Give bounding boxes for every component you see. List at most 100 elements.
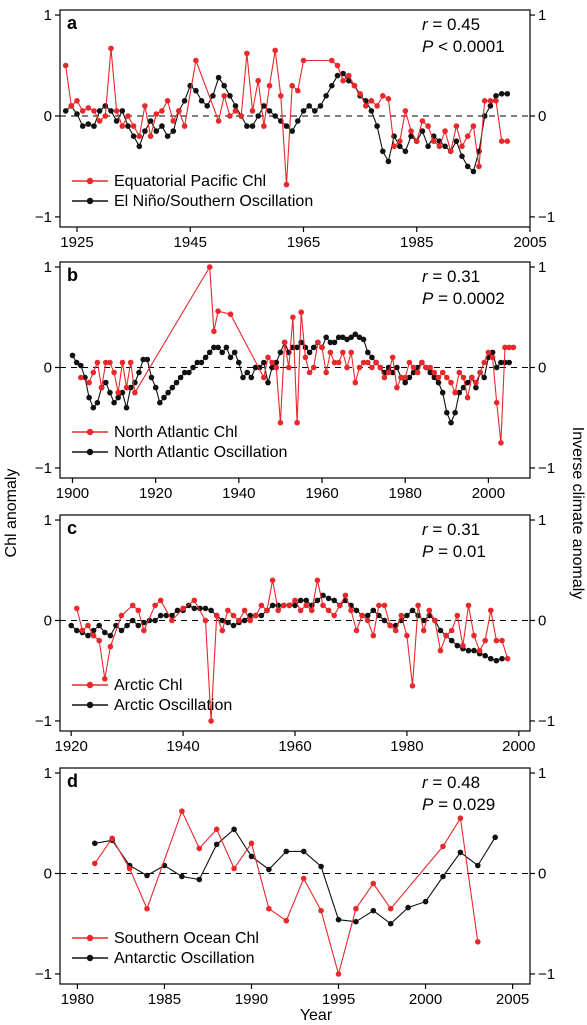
climate-data-point <box>464 379 471 386</box>
chl-data-point <box>431 369 438 376</box>
climate-data-point <box>96 622 102 629</box>
climate-data-point <box>62 108 69 114</box>
climate-data-point <box>283 848 290 855</box>
chl-data-point <box>132 389 138 396</box>
stat-p-symbol: P <box>422 289 434 308</box>
chl-data-point <box>225 607 231 614</box>
climate-data-point <box>90 404 97 411</box>
chl-data-point <box>380 93 386 99</box>
chl-data-point <box>359 612 365 619</box>
stat-r: r = 0.48 <box>422 773 480 792</box>
chl-data-point <box>300 57 307 64</box>
chl-data-point <box>504 655 511 662</box>
chl-data-point <box>409 683 416 689</box>
chl-data-point <box>202 617 209 624</box>
chl-data-point <box>346 72 352 79</box>
climate-data-point <box>419 128 426 134</box>
chl-data-point <box>369 364 375 371</box>
stat-r-symbol: r <box>422 773 429 792</box>
legend-chl-marker <box>86 681 94 689</box>
chl-data-point <box>135 607 142 614</box>
climate-data-point <box>85 632 91 639</box>
climate-data-point <box>442 143 448 150</box>
climate-data-point <box>297 597 304 604</box>
x-tick-label: 1960 <box>305 485 338 502</box>
stat-p-value: = 0.01 <box>433 542 485 561</box>
climate-data-point <box>177 374 184 381</box>
chl-data-point <box>141 627 147 634</box>
chl-data-point <box>493 637 500 644</box>
climate-data-point <box>113 118 120 124</box>
climate-data-point <box>96 108 103 114</box>
chl-data-point <box>261 374 267 381</box>
chl-data-point <box>255 77 261 84</box>
chl-data-point <box>169 617 175 624</box>
climate-data-point <box>335 334 342 341</box>
chl-data-point <box>353 627 360 634</box>
chl-data-point <box>126 865 133 872</box>
y-tick-label-left: 1 <box>44 512 52 529</box>
chl-data-point <box>315 339 321 346</box>
climate-data-point <box>487 103 494 109</box>
climate-data-point <box>148 374 155 381</box>
stat-p: P = 0.0002 <box>422 289 505 308</box>
climate-data-point <box>129 617 136 624</box>
chl-data-point <box>125 113 131 119</box>
plot-frame <box>59 9 531 228</box>
climate-data-point <box>159 123 165 129</box>
climate-data-point <box>408 133 414 139</box>
chl-data-point <box>152 602 158 609</box>
chl-data-point <box>180 605 186 612</box>
chl-data-point <box>439 369 446 376</box>
climate-data-point <box>295 118 301 124</box>
y-left-label: Chl anomaly <box>3 469 20 558</box>
climate-data-point <box>240 374 246 381</box>
chl-data-point <box>481 98 488 104</box>
chart-panel-c: −1 −1 0 0 1 1 1920 1940 1960 1980 2000 c r = 0.31 P =… <box>35 512 555 755</box>
chl-data-point <box>314 577 321 584</box>
y-tick-label-left: 0 <box>44 108 52 125</box>
chl-data-point <box>62 62 69 69</box>
chl-data-point <box>476 163 482 170</box>
chl-data-point <box>385 369 392 376</box>
chl-data-point <box>227 113 233 119</box>
chl-data-point <box>408 128 414 134</box>
chl-data-point <box>402 374 409 381</box>
climate-data-point <box>456 389 463 396</box>
chl-data-point <box>459 143 465 150</box>
chl-data-point <box>319 344 325 351</box>
climate-data-point <box>90 627 97 634</box>
climate-data-point <box>252 364 259 371</box>
chl-data-point <box>292 597 298 604</box>
climate-data-point <box>317 103 324 109</box>
climate-data-point <box>331 597 338 604</box>
climate-data-point <box>164 133 171 139</box>
chl-data-point <box>119 359 126 366</box>
chl-data-point <box>227 311 234 318</box>
climate-data-point <box>493 93 499 99</box>
climate-data-point <box>119 389 126 396</box>
climate-data-point <box>221 82 227 89</box>
climate-data-point <box>348 334 355 341</box>
y-tick-label-left: 1 <box>44 259 52 276</box>
chl-data-point <box>460 642 466 649</box>
climate-data-point <box>431 374 438 381</box>
chl-data-point <box>443 632 449 639</box>
climate-data-point <box>79 123 86 129</box>
climate-data-point <box>130 133 137 139</box>
chl-data-point <box>258 602 265 609</box>
chl-data-point <box>219 627 226 634</box>
climate-data-point <box>275 602 282 609</box>
climate-data-point <box>453 138 460 144</box>
climate-data-point <box>394 364 400 371</box>
chl-data-point <box>498 440 504 446</box>
climate-data-point <box>422 898 429 905</box>
chl-data-point <box>323 369 330 376</box>
climate-data-point <box>369 354 375 361</box>
chl-data-point <box>454 612 461 619</box>
chl-data-point <box>91 108 97 114</box>
chl-data-point <box>414 369 421 376</box>
chl-data-point <box>435 374 442 381</box>
y-tick-label-left: −1 <box>35 713 52 730</box>
climate-data-point <box>323 334 330 341</box>
